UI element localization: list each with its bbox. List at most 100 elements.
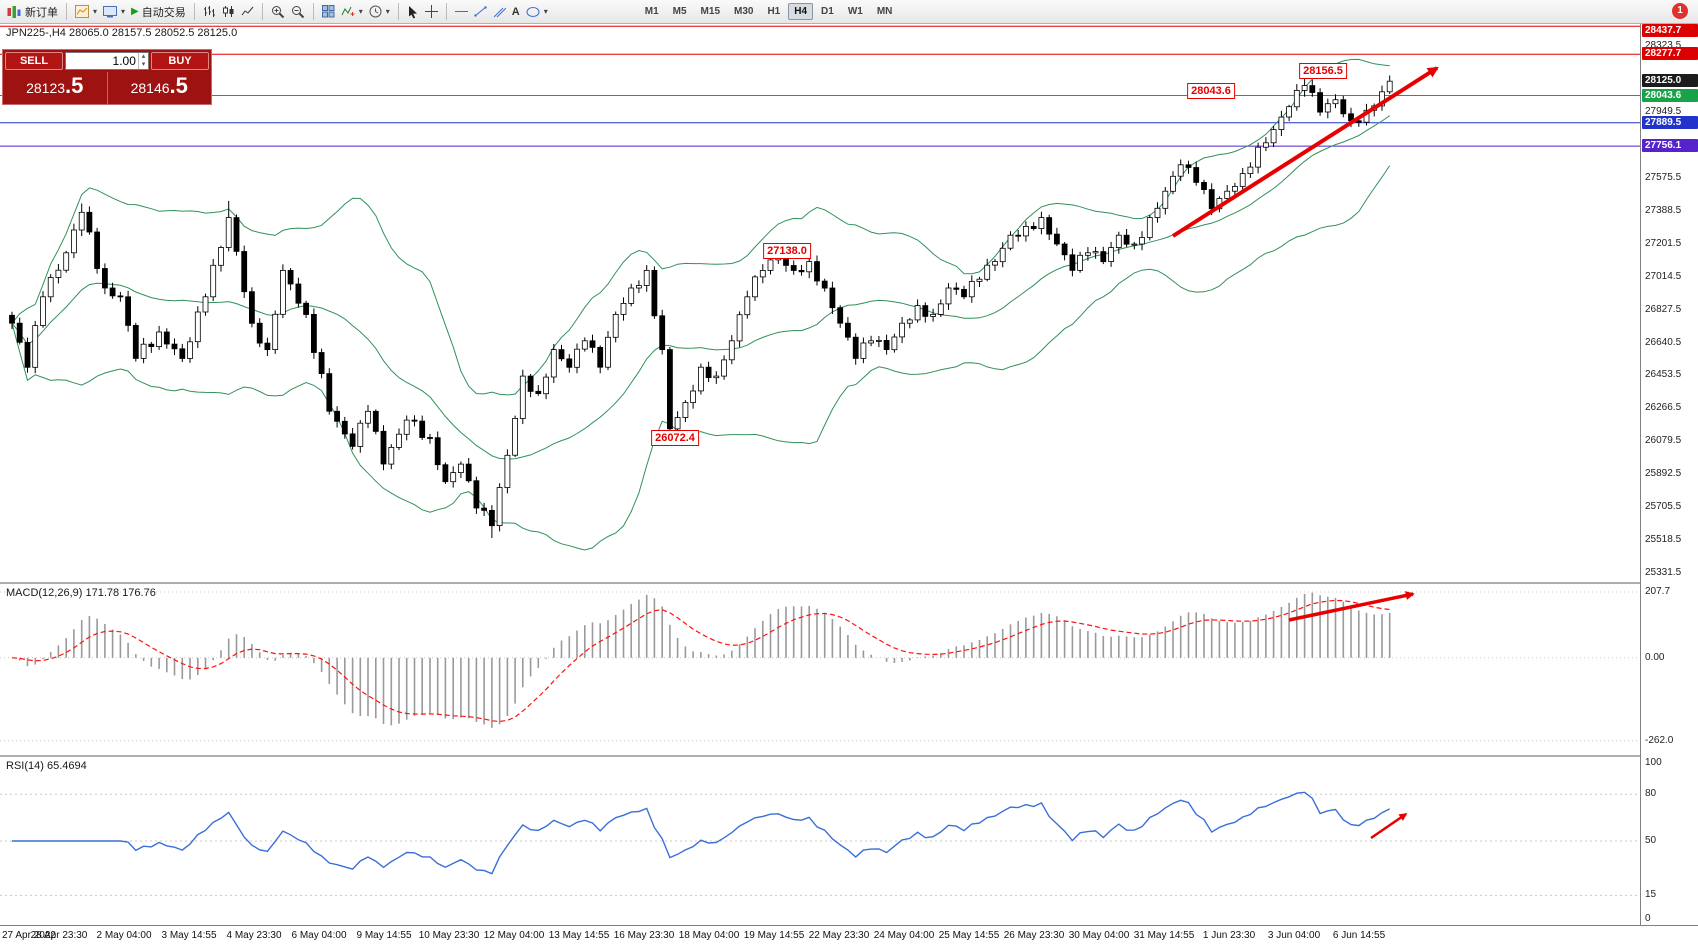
zoom-out-button[interactable] <box>288 3 308 21</box>
tile-windows-button[interactable] <box>319 3 338 20</box>
sell-price-pips: .5 <box>65 73 84 98</box>
crosshair-button[interactable] <box>422 3 441 20</box>
main-chart-pane: JPN225-,H4 28065.0 28157.5 28052.5 28125… <box>0 24 1640 582</box>
indicators-icon <box>341 6 355 16</box>
time-axis-label: 25 May 14:55 <box>938 930 1000 941</box>
price-level-badge: 28437.7 <box>1642 24 1698 37</box>
time-axis-label: 24 May 04:00 <box>873 930 935 941</box>
cursor-icon <box>408 5 417 18</box>
price-axis[interactable]: 28323.528136.527949.527762.527575.527388… <box>1640 24 1698 925</box>
autotrading-play-icon: ▶ <box>131 6 139 17</box>
indicators-button[interactable]: ▾ <box>338 3 366 20</box>
rsi-axis-label: 0 <box>1645 912 1651 924</box>
chart-canvas[interactable] <box>0 24 1640 582</box>
buy-price-button[interactable]: 28146.5 <box>106 72 212 104</box>
notification-badge[interactable]: 1 <box>1672 3 1688 19</box>
time-axis-label: 2 May 04:00 <box>96 930 152 941</box>
macd-canvas[interactable] <box>0 584 1640 755</box>
horizontal-line-icon <box>454 11 468 12</box>
autotrading-label: 自动交易 <box>141 6 186 19</box>
time-axis-label: 28 Apr 23:30 <box>30 930 88 941</box>
rsi-axis-label: 100 <box>1645 757 1662 769</box>
time-axis-label: 6 May 04:00 <box>291 930 347 941</box>
bar-chart-button[interactable] <box>200 3 219 20</box>
line-chart-icon <box>241 6 254 16</box>
timeframe-button-mn[interactable]: MN <box>876 6 893 17</box>
time-axis-label: 12 May 04:00 <box>483 930 545 941</box>
buy-button[interactable]: BUY <box>151 52 209 70</box>
price-tick-label: 27949.5 <box>1645 106 1682 118</box>
channel-button[interactable] <box>490 3 509 20</box>
text-tool-button[interactable]: A <box>509 4 523 20</box>
chart-price-annotation: 26072.4 <box>651 430 699 446</box>
line-chart-button[interactable] <box>238 3 257 20</box>
time-axis-label: 18 May 04:00 <box>678 930 740 941</box>
timeframe-button-w1[interactable]: W1 <box>847 6 863 17</box>
price-level-badge: 28043.6 <box>1642 88 1698 102</box>
cursor-button[interactable] <box>404 3 422 21</box>
trendline-button[interactable] <box>471 3 490 20</box>
time-axis-label: 27 Apr 2022 <box>2 930 56 941</box>
sell-price-main: 28123 <box>26 80 66 96</box>
timeframe-toolbar: M1 M5 M15 M30 H1 H4 D1 W1 MN <box>639 3 899 20</box>
price-level-badge: 28125.0 <box>1642 74 1698 88</box>
ellipse-shape-icon <box>526 6 540 17</box>
autotrading-button[interactable]: ▶ 自动交易 <box>128 2 189 22</box>
price-tick-label: 26453.5 <box>1645 369 1682 381</box>
volume-input[interactable] <box>66 53 138 69</box>
timeframe-button-h1[interactable]: H1 <box>767 6 781 17</box>
tile-windows-icon <box>321 5 335 18</box>
new-order-icon <box>7 5 21 18</box>
time-axis-label: 1 Jun 23:30 <box>1202 930 1256 941</box>
timeframe-button-d1[interactable]: D1 <box>821 6 834 17</box>
price-tick-label: 27014.5 <box>1645 270 1682 282</box>
zoom-out-icon <box>291 5 304 18</box>
new-order-button[interactable]: 新订单 <box>4 2 61 22</box>
chart-profiles-button[interactable]: ▾ <box>100 3 128 20</box>
chart-price-annotation: 28043.6 <box>1187 83 1235 99</box>
toolbar: 新订单 ▾ ▾ ▶ 自动交易 <box>0 0 1698 24</box>
price-level-badge: 28277.7 <box>1642 47 1698 61</box>
dropdown-caret-icon: ▾ <box>358 7 363 16</box>
timeframe-button-m30[interactable]: M30 <box>734 6 754 17</box>
volume-box: ▴ ▾ <box>65 52 149 70</box>
price-level-badge: 27756.1 <box>1642 139 1698 153</box>
sell-price-button[interactable]: 28123.5 <box>3 72 107 104</box>
dropdown-caret-icon: ▾ <box>93 7 98 16</box>
horizontal-line-button[interactable] <box>452 3 471 20</box>
time-axis-label: 6 Jun 14:55 <box>1332 930 1386 941</box>
chart-profiles-icon <box>103 6 118 18</box>
volume-spinner: ▴ ▾ <box>137 53 148 69</box>
toolbar-separator <box>312 3 314 20</box>
time-axis[interactable]: 27 Apr 2022 28 Apr 23:30 2 May 04:00 3 May … <box>0 925 1698 945</box>
timeframe-button-m1[interactable]: M1 <box>644 6 659 17</box>
price-tick-label: 27575.5 <box>1645 171 1682 183</box>
bar-chart-icon <box>203 6 215 17</box>
dropdown-caret-icon: ▾ <box>543 7 548 16</box>
crosshair-icon <box>424 5 438 18</box>
time-axis-label: 22 May 23:30 <box>808 930 870 941</box>
timeframe-button-m15[interactable]: M15 <box>700 6 720 17</box>
rsi-pane: RSI(14) 65.4694 <box>0 757 1640 925</box>
timeframe-button-m5[interactable]: M5 <box>672 6 687 17</box>
macd-axis-label: -262.0 <box>1645 734 1674 746</box>
time-axis-label: 9 May 14:55 <box>356 930 412 941</box>
new-chart-button[interactable]: ▾ <box>72 3 100 20</box>
shapes-button[interactable]: ▾ <box>523 4 551 20</box>
pane-splitter[interactable] <box>0 582 1698 584</box>
zoom-in-button[interactable] <box>268 3 288 21</box>
candlestick-chart-button[interactable] <box>219 3 238 20</box>
volume-down-button[interactable]: ▾ <box>141 61 146 68</box>
volume-up-button[interactable]: ▴ <box>141 53 146 60</box>
dropdown-caret-icon: ▾ <box>121 7 126 16</box>
sell-button[interactable]: SELL <box>5 52 63 70</box>
timeframe-button-h4[interactable]: H4 <box>788 3 814 20</box>
text-tool-icon: A <box>511 5 520 18</box>
periods-button[interactable]: ▾ <box>366 3 393 20</box>
rsi-canvas[interactable] <box>0 757 1640 925</box>
pane-splitter[interactable] <box>0 755 1698 757</box>
zoom-in-icon <box>271 5 284 18</box>
price-tick-label: 28323.5 <box>1645 40 1682 52</box>
new-order-label: 新订单 <box>25 6 58 19</box>
